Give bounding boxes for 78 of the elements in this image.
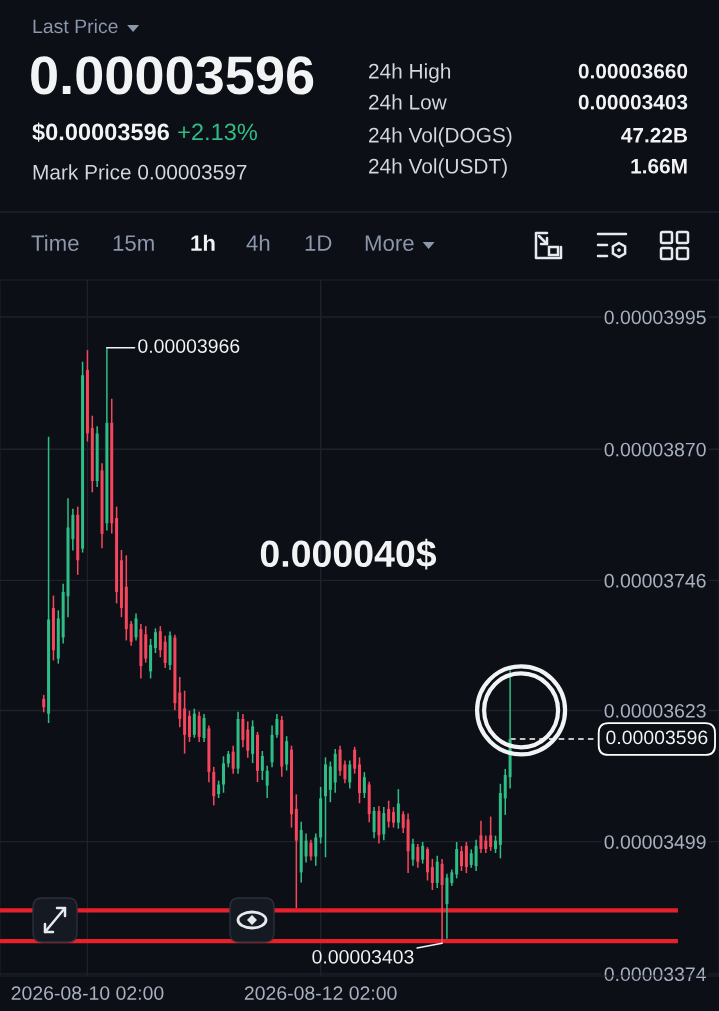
y-tick-label: 0.00003374 bbox=[604, 967, 706, 982]
text: 1.66M bbox=[631, 158, 687, 174]
y-tick-label: 0.00003995 bbox=[604, 310, 706, 325]
candlestick bbox=[309, 839, 313, 861]
candlestick bbox=[357, 757, 362, 804]
y-tick-label: 0.00003746 bbox=[604, 573, 706, 588]
candlestick bbox=[231, 745, 235, 774]
text: +2.13% bbox=[178, 123, 258, 141]
text: Last Price bbox=[33, 18, 118, 34]
text: 24h Vol(DOGS) bbox=[369, 127, 512, 147]
text: 24h Vol(USDT) bbox=[369, 158, 507, 178]
candlestick bbox=[153, 628, 157, 654]
candlestick bbox=[134, 613, 138, 641]
annotation: 0.00003403 bbox=[312, 949, 414, 964]
y-tick-label: 0.00003623 bbox=[604, 703, 706, 718]
text: 24h Low bbox=[369, 94, 447, 110]
candlestick bbox=[421, 841, 425, 864]
candlestick bbox=[464, 841, 468, 874]
x-tick-label: 2026-08-10 02:00 bbox=[11, 986, 164, 1000]
annotation: 0.00003966 bbox=[138, 339, 240, 353]
text: 4h bbox=[246, 234, 270, 251]
text: 47.22B bbox=[621, 127, 688, 143]
candlestick bbox=[338, 745, 342, 776]
text: 1D bbox=[305, 235, 332, 251]
candlestick bbox=[328, 761, 332, 803]
x-tick-label: 2026-08-12 02:00 bbox=[244, 986, 397, 1000]
candlestick bbox=[314, 833, 318, 866]
candlestick bbox=[192, 708, 196, 738]
candlestick bbox=[396, 789, 400, 829]
candlestick bbox=[353, 746, 357, 774]
candlestick bbox=[435, 855, 439, 888]
text: More bbox=[365, 235, 414, 251]
candlestick bbox=[197, 711, 201, 742]
candlestick bbox=[304, 833, 308, 863]
candlestick bbox=[158, 626, 162, 658]
candlestick bbox=[382, 807, 386, 841]
candlestick bbox=[265, 765, 269, 799]
candlestick bbox=[401, 811, 405, 833]
candlestick bbox=[275, 713, 279, 738]
text: 0.00003660 bbox=[578, 63, 688, 79]
candlestick bbox=[503, 768, 507, 815]
candlestick bbox=[479, 820, 483, 854]
candlestick bbox=[241, 713, 245, 748]
y-tick-label: 0.00003499 bbox=[604, 835, 706, 849]
candlestick bbox=[129, 620, 133, 646]
candlestick bbox=[416, 844, 420, 868]
candlestick bbox=[440, 858, 444, 944]
candlestick bbox=[221, 756, 225, 793]
candlestick bbox=[411, 838, 415, 866]
candlestick bbox=[362, 772, 366, 799]
text: Mark Price 0.00003597 bbox=[33, 164, 247, 180]
candlestick bbox=[489, 816, 493, 851]
text: 1h bbox=[191, 234, 215, 251]
candlestick bbox=[260, 750, 264, 781]
text: 0.00003596 bbox=[31, 56, 314, 95]
candlestick bbox=[187, 710, 191, 742]
candlestick bbox=[474, 839, 478, 871]
y-tick-label: 0.00003870 bbox=[604, 442, 706, 457]
annotation: 0.000040$ bbox=[260, 538, 437, 570]
text: Time bbox=[31, 234, 79, 251]
candlestick bbox=[323, 757, 327, 858]
text: 24h High bbox=[369, 63, 451, 83]
candlestick bbox=[387, 800, 391, 828]
candlestick bbox=[348, 760, 352, 789]
candlestick bbox=[460, 846, 464, 871]
candlestick bbox=[163, 635, 167, 668]
candlestick bbox=[202, 713, 206, 742]
candlestick bbox=[285, 736, 289, 771]
candlestick bbox=[289, 745, 293, 828]
candlestick bbox=[430, 858, 434, 891]
text: 0.00003403 bbox=[578, 94, 688, 110]
candlestick bbox=[426, 847, 430, 881]
candlestick bbox=[392, 807, 396, 828]
ref-line-label: 0.00003596 bbox=[606, 730, 708, 745]
text: 15m bbox=[113, 235, 154, 251]
text: $0.00003596 bbox=[32, 122, 170, 142]
candlestick bbox=[246, 721, 250, 758]
candlestick bbox=[372, 807, 376, 839]
